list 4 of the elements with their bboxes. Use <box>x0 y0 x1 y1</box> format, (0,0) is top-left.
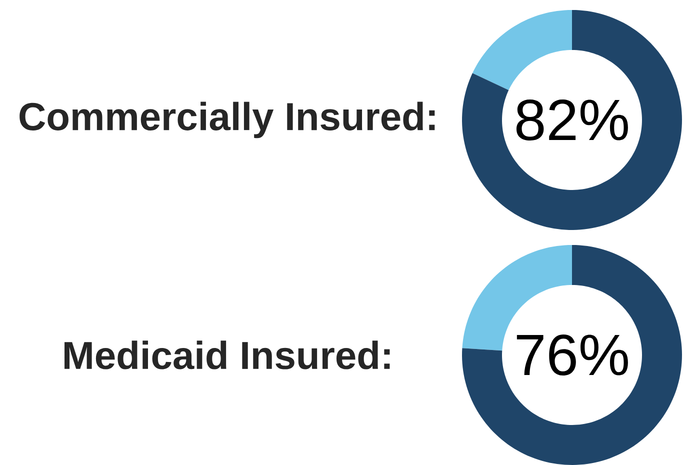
text: Commercially Insured: <box>20 102 435 138</box>
data-label: 82% <box>516 99 628 141</box>
data-label: 76% <box>516 334 628 376</box>
text: Medicaid Insured: <box>64 340 390 370</box>
